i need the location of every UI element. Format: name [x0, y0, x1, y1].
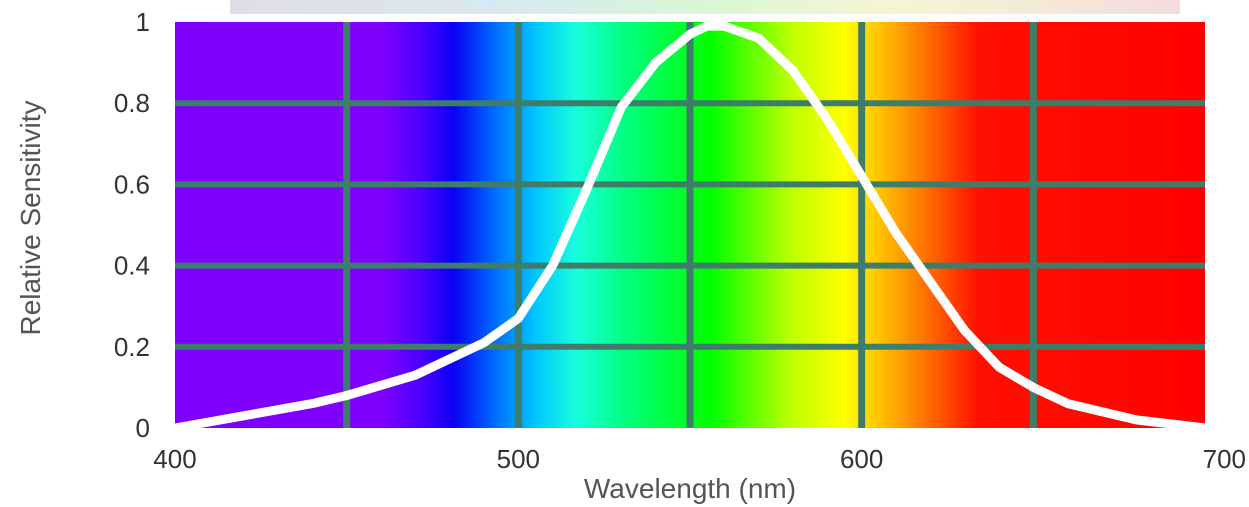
- y-axis-label: Relative Sensitivity: [15, 101, 46, 336]
- x-tick-label: 600: [840, 444, 883, 474]
- y-tick-label: 1: [136, 7, 150, 37]
- x-axis-label: Wavelength (nm): [584, 473, 796, 504]
- x-tick-labels: 400 500 600 700: [153, 444, 1246, 474]
- y-tick-label: 0: [136, 413, 150, 443]
- y-tick-label: 0.6: [114, 169, 150, 199]
- grid-lines: [175, 22, 1205, 428]
- x-tick-label: 700: [1203, 444, 1246, 474]
- top-decoration-strip: [230, 0, 1180, 14]
- x-tick-label: 400: [153, 444, 196, 474]
- y-tick-label: 0.2: [114, 332, 150, 362]
- y-tick-label: 0.8: [114, 88, 150, 118]
- y-tick-labels: 0 0.2 0.4 0.6 0.8 1: [114, 7, 150, 443]
- x-tick-label: 500: [497, 444, 540, 474]
- y-tick-label: 0.4: [114, 251, 150, 281]
- sensitivity-curve: [170, 21, 1210, 433]
